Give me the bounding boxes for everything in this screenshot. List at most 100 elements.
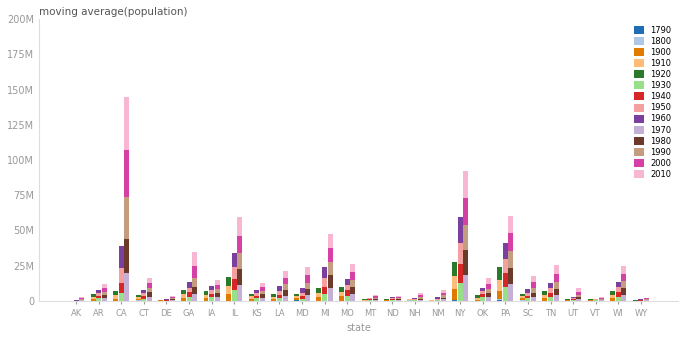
Bar (170, 298, 175, 299)
Bar (232, 267, 237, 279)
Bar (616, 282, 621, 287)
Bar (576, 288, 582, 292)
Bar (463, 275, 469, 301)
Bar (621, 274, 626, 281)
Bar (599, 299, 603, 300)
Bar (96, 298, 101, 301)
X-axis label: state: state (346, 323, 371, 333)
Bar (621, 266, 626, 274)
Bar (531, 276, 536, 282)
Bar (435, 297, 440, 299)
Bar (503, 243, 508, 258)
Bar (238, 285, 242, 301)
Bar (119, 268, 124, 283)
Bar (503, 287, 508, 301)
Bar (458, 283, 462, 301)
Bar (525, 299, 530, 301)
Bar (147, 288, 152, 292)
Bar (548, 284, 553, 288)
Bar (79, 299, 84, 300)
Bar (599, 300, 603, 301)
Bar (327, 234, 333, 248)
Bar (277, 291, 282, 294)
Bar (141, 293, 147, 296)
Bar (254, 293, 260, 296)
Bar (362, 299, 366, 300)
Bar (249, 296, 253, 299)
Bar (345, 290, 349, 296)
Bar (520, 300, 525, 301)
Bar (345, 296, 349, 301)
Bar (458, 217, 462, 243)
Bar (395, 300, 401, 301)
Bar (412, 299, 417, 300)
Bar (283, 284, 288, 290)
Bar (136, 295, 140, 297)
Bar (249, 299, 253, 301)
Bar (373, 300, 378, 301)
Bar (548, 297, 553, 301)
Bar (238, 218, 242, 236)
Bar (299, 288, 305, 293)
Bar (294, 296, 299, 298)
Bar (480, 291, 485, 294)
Bar (503, 273, 508, 287)
Bar (277, 298, 282, 301)
Bar (390, 300, 395, 301)
Bar (638, 300, 643, 301)
Bar (418, 295, 423, 297)
Bar (203, 298, 208, 301)
Bar (136, 300, 140, 301)
Bar (209, 286, 214, 290)
Bar (463, 225, 469, 251)
Bar (299, 299, 305, 301)
Bar (463, 251, 469, 275)
Bar (531, 282, 536, 288)
Bar (531, 297, 536, 301)
Bar (497, 300, 502, 301)
Bar (576, 292, 582, 295)
Bar (113, 299, 118, 301)
Bar (362, 300, 366, 301)
Bar (96, 295, 101, 298)
Bar (412, 298, 417, 299)
Bar (316, 288, 321, 293)
Bar (215, 293, 220, 297)
Bar (599, 298, 603, 299)
Bar (283, 271, 288, 277)
Bar (186, 282, 192, 288)
Bar (125, 198, 129, 239)
Bar (390, 297, 395, 298)
Bar (260, 294, 265, 298)
Bar (327, 288, 333, 301)
Bar (384, 300, 389, 301)
Bar (186, 292, 192, 297)
Bar (119, 246, 124, 268)
Bar (373, 295, 378, 296)
Bar (203, 294, 208, 298)
Bar (384, 299, 389, 300)
Bar (226, 294, 231, 301)
Bar (576, 295, 582, 297)
Bar (96, 290, 101, 293)
Bar (553, 295, 559, 301)
Bar (136, 299, 140, 300)
Bar (283, 290, 288, 296)
Bar (147, 278, 152, 283)
Bar (147, 283, 152, 288)
Bar (486, 278, 491, 284)
Bar (644, 300, 649, 301)
Bar (565, 300, 570, 301)
Bar (136, 297, 140, 299)
Bar (339, 296, 344, 301)
Bar (254, 296, 260, 298)
Bar (215, 297, 220, 301)
Bar (543, 291, 547, 295)
Bar (497, 280, 502, 290)
Bar (350, 272, 356, 280)
Bar (480, 288, 485, 291)
Bar (102, 295, 107, 298)
Bar (96, 293, 101, 295)
Bar (102, 298, 107, 301)
Bar (306, 283, 310, 289)
